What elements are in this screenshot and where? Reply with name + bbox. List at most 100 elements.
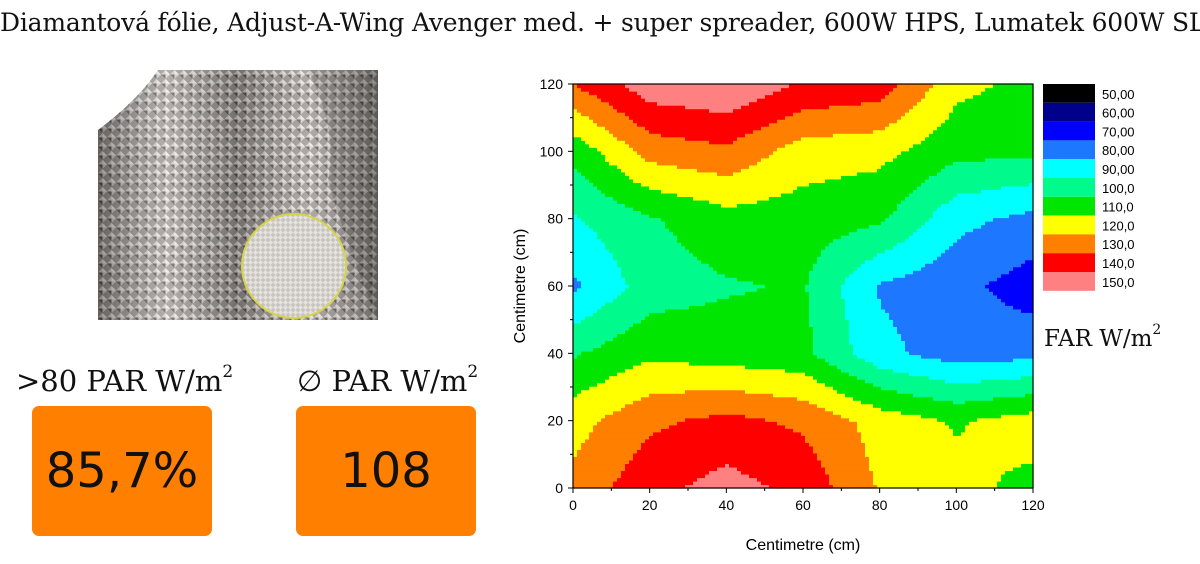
contour-cell (577, 361, 582, 366)
contour-cell (933, 431, 938, 436)
contour-cell (1005, 368, 1010, 373)
contour-cell (653, 466, 658, 472)
contour-cell (933, 414, 938, 419)
contour-cell (657, 350, 662, 356)
contour-cell (985, 438, 990, 443)
contour-cell (669, 396, 674, 401)
contour-cell (737, 473, 742, 479)
contour-cell (937, 463, 942, 468)
contour-cell (581, 382, 586, 387)
contour-cell (709, 414, 714, 419)
contour-cell (813, 336, 818, 342)
contour-cell (817, 424, 822, 429)
contour-cell (685, 438, 690, 443)
contour-cell (945, 400, 950, 405)
contour-cell (693, 410, 698, 415)
contour-cell (613, 417, 618, 422)
contour-cell (905, 421, 910, 426)
contour-cell (1005, 340, 1010, 345)
contour-cell (993, 414, 998, 419)
contour-cell (669, 452, 674, 457)
contour-cell (845, 375, 850, 380)
contour-cell (833, 403, 838, 408)
contour-cell (669, 473, 674, 479)
contour-cell (869, 386, 874, 391)
contour-cell (901, 379, 906, 384)
contour-cell (673, 333, 678, 338)
contour-cell (797, 431, 802, 436)
contour-cell (817, 375, 822, 380)
contour-cell (721, 354, 726, 359)
contour-cell (805, 421, 810, 426)
contour-cell (609, 358, 614, 363)
contour-cell (765, 459, 770, 465)
contour-cell (681, 386, 686, 391)
contour-cell (861, 396, 866, 401)
contour-cell (969, 343, 974, 349)
contour-cell (657, 336, 662, 342)
contour-cell (785, 403, 790, 408)
contour-cell (801, 400, 806, 405)
contour-cell (741, 340, 746, 345)
contour-cell (893, 393, 898, 398)
contour-cell (573, 438, 578, 443)
contour-cell (693, 417, 698, 422)
coverage-stat-label: >80 PAR W/m2 (16, 362, 234, 398)
contour-cell (709, 480, 714, 486)
contour-cell (661, 396, 666, 401)
contour-cell (1009, 361, 1014, 366)
contour-cell (989, 470, 994, 475)
contour-cell (741, 438, 746, 443)
contour-cell (657, 435, 662, 440)
contour-cell (737, 484, 742, 489)
contour-cell (1021, 463, 1026, 468)
contour-cell (669, 382, 674, 387)
contour-cell (1009, 484, 1014, 489)
contour-cell (941, 424, 946, 429)
contour-cell (953, 410, 958, 415)
contour-cell (737, 347, 742, 352)
contour-cell (705, 333, 710, 338)
contour-cell (917, 336, 922, 342)
contour-cell (637, 379, 642, 384)
contour-cell (789, 368, 794, 373)
contour-cell (937, 445, 942, 450)
contour-cell (905, 410, 910, 415)
contour-cell (741, 375, 746, 380)
contour-cell (957, 382, 962, 387)
contour-cell (833, 386, 838, 391)
contour-cell (853, 403, 858, 408)
contour-cell (905, 389, 910, 394)
contour-cell (613, 431, 618, 436)
contour-cell (677, 480, 682, 486)
contour-cell (729, 343, 734, 349)
contour-cell (981, 340, 986, 345)
contour-cell (909, 417, 914, 422)
contour-cell (873, 459, 878, 465)
contour-cell (577, 340, 582, 345)
contour-cell (617, 435, 622, 440)
contour-cell (673, 396, 678, 401)
contour-cell (889, 407, 894, 412)
contour-cell (841, 477, 846, 482)
contour-cell (681, 414, 686, 419)
contour-cell (621, 459, 626, 465)
contour-cell (977, 414, 982, 419)
contour-cell (773, 473, 778, 479)
contour-cell (917, 410, 922, 415)
contour-cell (725, 403, 730, 408)
contour-cell (637, 372, 642, 377)
contour-cell (993, 435, 998, 440)
contour-cell (829, 375, 834, 380)
contour-cell (1013, 358, 1018, 363)
contour-cell (977, 435, 982, 440)
contour-cell (581, 473, 586, 479)
contour-cell (881, 442, 886, 447)
contour-cell (949, 428, 954, 433)
contour-cell (925, 463, 930, 468)
contour-cell (1029, 382, 1034, 387)
contour-cell (865, 463, 870, 468)
contour-cell (797, 417, 802, 422)
contour-cell (813, 407, 818, 412)
contour-cell (873, 379, 878, 384)
